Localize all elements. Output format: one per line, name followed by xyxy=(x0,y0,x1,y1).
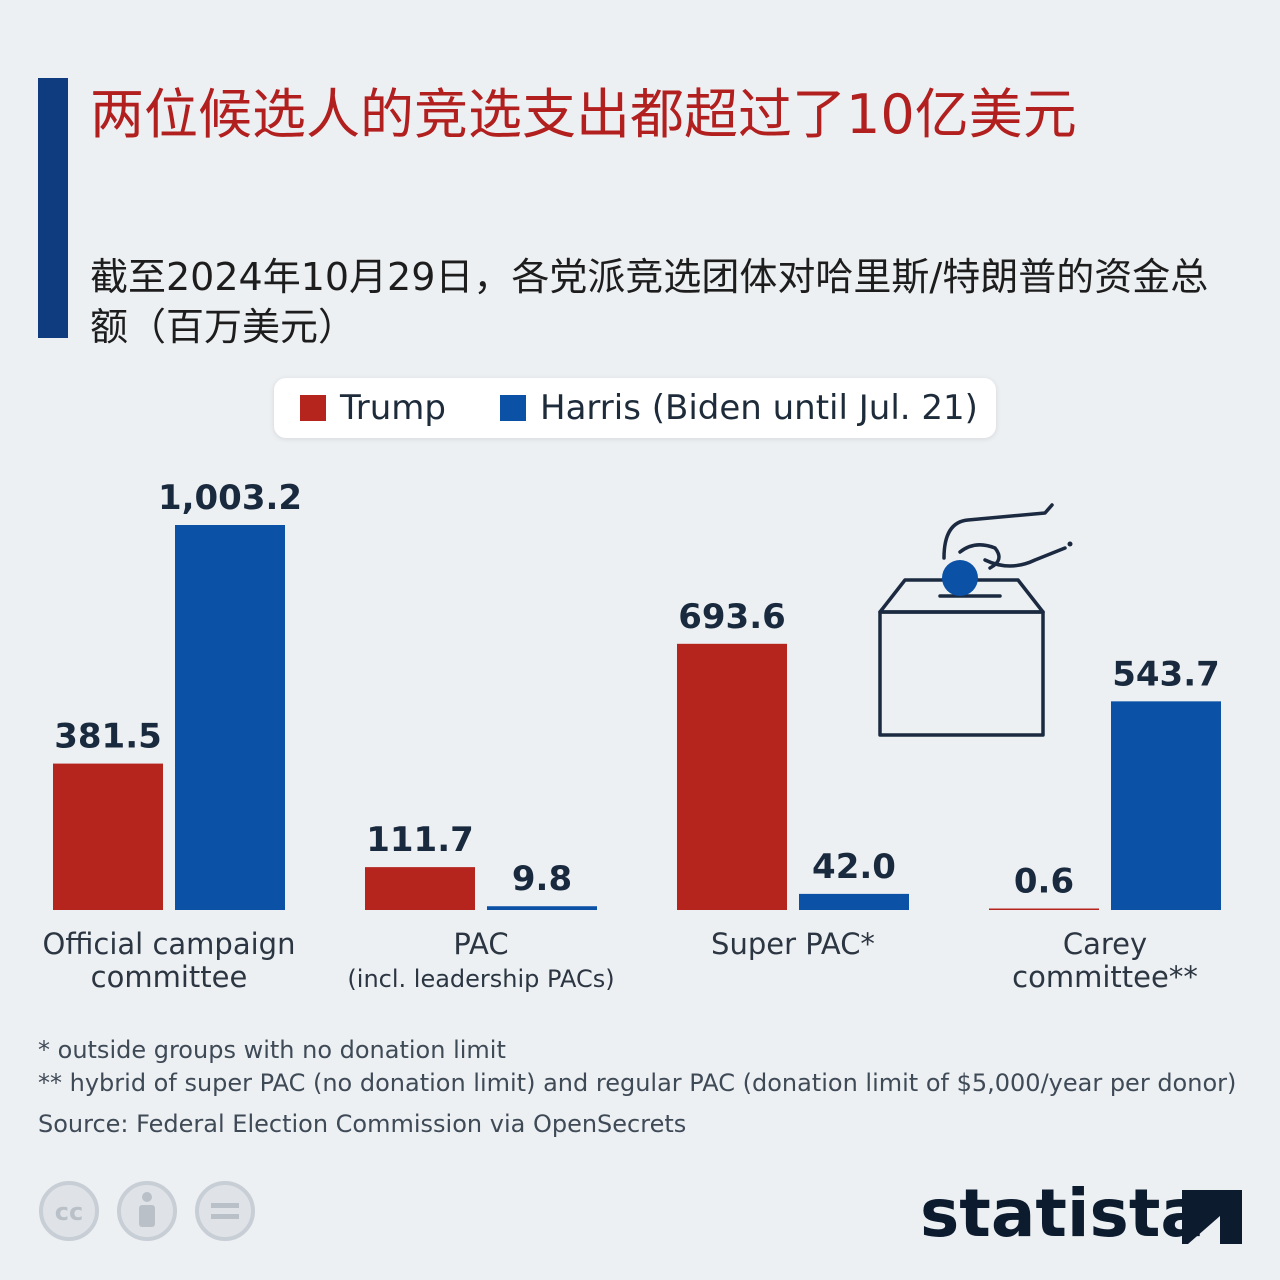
logo-text: statista xyxy=(920,1175,1205,1252)
bar-harris-official-campaign xyxy=(175,525,285,910)
chart-title: 两位候选人的竞选支出都超过了10亿美元 xyxy=(90,83,1077,146)
legend-swatch-harris xyxy=(500,395,526,421)
footnote-2: ** hybrid of super PAC (no donation limi… xyxy=(38,1069,1237,1097)
bar-trump-pac xyxy=(365,867,475,910)
category-label-pac-line2: (incl. leadership PACs) xyxy=(347,965,614,993)
creative-commons-icon: cc xyxy=(39,1181,99,1241)
legend: Trump Harris (Biden until Jul. 21) xyxy=(274,378,996,438)
bar-harris-super-pac xyxy=(799,893,909,910)
value-label-trump-carey: 0.6 xyxy=(1014,862,1074,902)
no-derivatives-icon xyxy=(195,1181,255,1241)
bar-trump-carey xyxy=(989,908,1099,910)
value-label-trump-super-pac: 693.6 xyxy=(678,597,786,637)
category-label-super-pac: Super PAC* xyxy=(711,927,875,961)
title-accent-bar xyxy=(38,78,68,338)
source-note: Source: Federal Election Commission via … xyxy=(38,1110,687,1138)
attribution-icon xyxy=(117,1181,177,1241)
bar-trump-super-pac xyxy=(677,643,787,910)
footnote-1: * outside groups with no donation limit xyxy=(38,1036,506,1064)
ballot-box-hand-icon xyxy=(878,503,1073,737)
logo-mark-icon xyxy=(1182,1190,1242,1244)
value-label-trump-pac: 111.7 xyxy=(366,820,474,860)
license-icons: cc xyxy=(39,1181,255,1241)
value-label-trump-official-campaign: 381.5 xyxy=(54,717,162,757)
value-label-harris-official-campaign: 1,003.2 xyxy=(158,478,302,518)
category-label-pac: PAC xyxy=(453,927,508,961)
legend-swatch-trump xyxy=(300,395,326,421)
category-label-carey: Carey xyxy=(1063,927,1147,961)
category-label-carey-line2: committee** xyxy=(1012,960,1198,994)
statista-logo: statista xyxy=(920,1175,1242,1252)
category-label-official-campaign-line2: committee xyxy=(91,960,248,994)
legend-label-trump: Trump xyxy=(340,388,447,428)
legend-label-harris: Harris (Biden until Jul. 21) xyxy=(540,388,978,428)
svg-text:cc: cc xyxy=(55,1198,83,1226)
bar-harris-carey xyxy=(1111,701,1221,910)
chart-subtitle: 截至2024年10月29日，各党派竞选团体对哈里斯/特朗普的资金总额（百万美元） xyxy=(90,255,1209,349)
footnotes: * outside groups with no donation limit … xyxy=(38,1034,1258,1141)
bar-harris-pac xyxy=(487,906,597,910)
value-label-harris-super-pac: 42.0 xyxy=(812,847,896,887)
bar-trump-official-campaign xyxy=(53,763,163,910)
category-label-official-campaign: Official campaign xyxy=(43,927,296,961)
value-label-harris-carey: 543.7 xyxy=(1112,654,1220,694)
value-label-harris-pac: 9.8 xyxy=(512,859,572,899)
